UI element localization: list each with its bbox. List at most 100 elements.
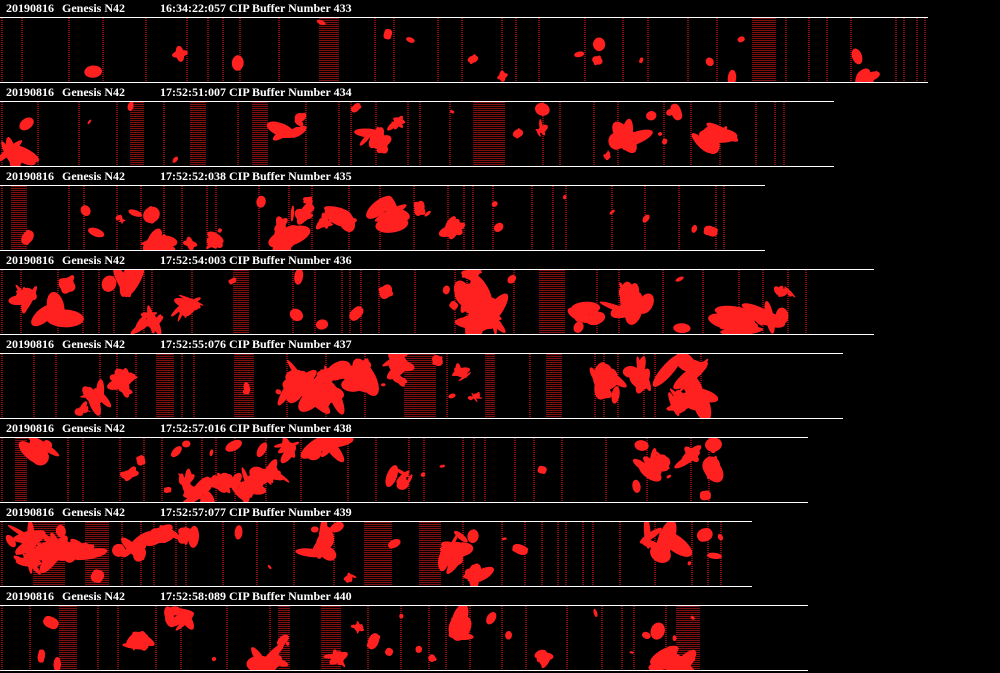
particle-image (650, 622, 665, 640)
particle-image (406, 37, 415, 43)
particle-image (294, 270, 304, 285)
particle-image (727, 69, 737, 82)
cip-buffer-440: 20190816 Genesis N42 17:52:58:089 CIP Bu… (0, 588, 808, 672)
particle-image (534, 649, 554, 669)
buffer-probe: Genesis N42 (62, 253, 125, 267)
buffer-label: CIP Buffer Number (229, 505, 331, 519)
particle-image (115, 214, 126, 224)
particle-image (448, 606, 474, 641)
particle-image (451, 363, 471, 382)
particle-image (661, 138, 668, 145)
particle-image (300, 438, 354, 463)
buffer-time: 17:52:52:038 (160, 169, 226, 183)
particle-image (573, 321, 584, 333)
buffer-time-label: 17:52:54:003 CIP Buffer Number 436 (160, 253, 352, 267)
buffer-time: 16:34:22:057 (160, 1, 226, 15)
buffer-date: 20190816 (6, 1, 54, 15)
particle-image (593, 608, 598, 618)
particle-image (231, 55, 244, 71)
particle-image (76, 401, 91, 416)
particle-image (290, 201, 315, 225)
particle-image (350, 103, 362, 113)
particle-image (629, 651, 634, 654)
buffer-top-rule (0, 269, 874, 270)
particle-image (383, 28, 393, 40)
particle-image (136, 455, 146, 466)
particle-image (706, 552, 722, 560)
particle-image (310, 526, 319, 533)
particle-image (737, 36, 745, 43)
particle-image (462, 563, 494, 586)
particle-image (440, 530, 473, 558)
particle-image (634, 440, 649, 451)
particle-image (141, 228, 178, 250)
particle-image (431, 354, 443, 367)
particle-image (467, 529, 479, 544)
particle-image (639, 522, 693, 564)
particle-image (234, 525, 243, 540)
particle-image (691, 122, 739, 155)
particle-image (366, 195, 410, 233)
particle-image (493, 222, 504, 232)
buffer-top-rule (0, 521, 752, 522)
particle-image (177, 525, 200, 548)
particle-image (611, 386, 620, 404)
particle-image (350, 621, 365, 634)
particle-image (593, 37, 606, 52)
particle-image (639, 57, 644, 64)
buffer-top-rule (0, 185, 765, 186)
particle-image (705, 57, 714, 67)
particle-image (53, 656, 61, 670)
particle-image (673, 370, 718, 418)
particle-image (27, 534, 39, 545)
buffer-probe: Genesis N42 (62, 1, 125, 15)
particle-image (295, 522, 338, 559)
buffer-label: CIP Buffer Number (229, 421, 331, 435)
particle-image (717, 533, 724, 541)
buffer-label: CIP Buffer Number (229, 589, 331, 603)
particle-image (646, 110, 657, 121)
particle-image (603, 149, 611, 161)
particle-image (8, 284, 37, 314)
particle-image (592, 55, 603, 66)
cip-buffer-438: 20190816 Genesis N42 17:52:57:016 CIP Bu… (0, 420, 808, 504)
buffer-time-label: 17:52:51:007 CIP Buffer Number 434 (160, 85, 352, 99)
particle-image (55, 524, 66, 538)
buffer-date: 20190816 (6, 505, 54, 519)
particle-image (204, 472, 242, 494)
particle-image (354, 126, 392, 149)
particle-image (438, 216, 466, 240)
buffer-top-rule (0, 353, 843, 354)
particle-image (21, 229, 34, 246)
particle-image (349, 306, 364, 321)
particle-image (658, 132, 663, 136)
particle-image (120, 471, 130, 480)
buffer-number: 439 (333, 505, 352, 519)
buffer-time: 17:52:57:016 (160, 421, 226, 435)
particle-image (217, 228, 223, 233)
particle-image (182, 440, 191, 448)
particle-image (80, 205, 91, 216)
particle-image (323, 649, 348, 668)
particle-image-strip (1, 522, 724, 586)
particle-image (285, 641, 290, 646)
particle-image (537, 465, 547, 474)
buffer-label: CIP Buffer Number (229, 85, 331, 99)
particle-image (567, 301, 606, 326)
particle-image (209, 449, 214, 457)
particle-image (672, 635, 677, 642)
particle-image (87, 119, 92, 125)
cip-buffer-439: 20190816 Genesis N42 17:52:57:077 CIP Bu… (0, 504, 752, 588)
particle-image (448, 393, 456, 399)
particle-image (27, 542, 36, 549)
buffer-label: CIP Buffer Number (229, 253, 331, 267)
buffer-time: 17:52:51:007 (160, 85, 226, 99)
buffer-time-label: 17:52:57:077 CIP Buffer Number 439 (160, 505, 352, 519)
particle-image (0, 137, 40, 166)
particle-image (31, 291, 84, 328)
particle-image (225, 439, 242, 452)
particle-image (122, 631, 155, 651)
buffer-time: 17:52:57:077 (160, 505, 226, 519)
particle-image (385, 465, 413, 490)
particle-image (415, 645, 423, 653)
